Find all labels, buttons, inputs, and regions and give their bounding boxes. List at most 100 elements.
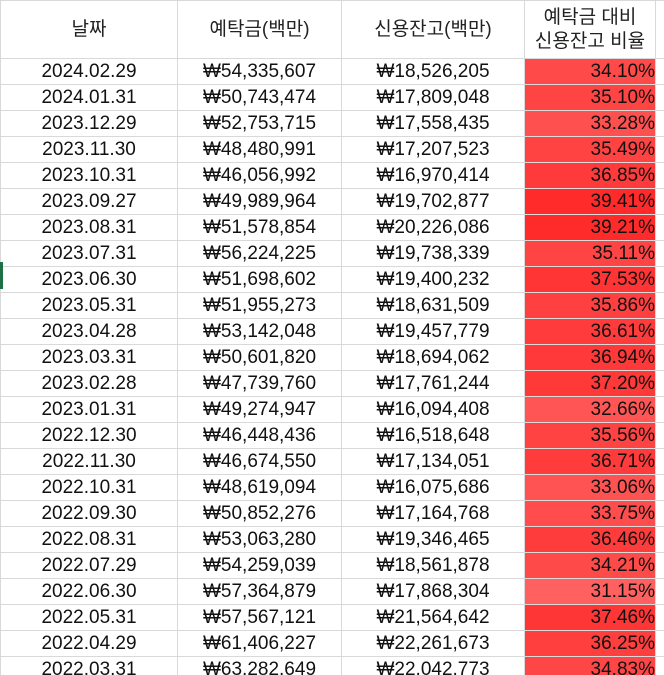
cell-ratio[interactable]: 35.86% bbox=[524, 292, 656, 319]
cell-credit[interactable]: ₩22,261,673 bbox=[341, 630, 525, 657]
header-credit[interactable]: 신용잔고(백만) bbox=[341, 0, 525, 59]
cell-deposit[interactable]: ₩46,056,992 bbox=[177, 162, 342, 189]
cell-deposit[interactable]: ₩50,601,820 bbox=[177, 344, 342, 371]
cell-deposit[interactable]: ₩54,259,039 bbox=[177, 552, 342, 579]
cell-ratio[interactable]: 31.15% bbox=[524, 578, 656, 605]
header-ratio[interactable]: 예탁금 대비 신용잔고 비율 bbox=[524, 0, 656, 59]
cell-empty[interactable] bbox=[655, 396, 664, 423]
cell-credit[interactable]: ₩21,564,642 bbox=[341, 604, 525, 631]
cell-credit[interactable]: ₩19,400,232 bbox=[341, 266, 525, 293]
cell-date[interactable]: 2022.03.31 bbox=[0, 656, 178, 675]
cell-credit[interactable]: ₩17,134,051 bbox=[341, 448, 525, 475]
cell-deposit[interactable]: ₩50,852,276 bbox=[177, 500, 342, 527]
cell-date[interactable]: 2023.03.31 bbox=[0, 344, 178, 371]
cell-empty[interactable] bbox=[655, 84, 664, 111]
cell-ratio[interactable]: 33.28% bbox=[524, 110, 656, 137]
cell-credit[interactable]: ₩17,164,768 bbox=[341, 500, 525, 527]
cell-ratio[interactable]: 36.25% bbox=[524, 630, 656, 657]
cell-ratio[interactable]: 32.66% bbox=[524, 396, 656, 423]
cell-deposit[interactable]: ₩56,224,225 bbox=[177, 240, 342, 267]
cell-empty[interactable] bbox=[655, 162, 664, 189]
cell-ratio[interactable]: 37.53% bbox=[524, 266, 656, 293]
cell-empty[interactable] bbox=[655, 136, 664, 163]
cell-empty[interactable] bbox=[655, 604, 664, 631]
cell-deposit[interactable]: ₩53,063,280 bbox=[177, 526, 342, 553]
cell-ratio[interactable]: 34.10% bbox=[524, 58, 656, 85]
cell-ratio[interactable]: 36.71% bbox=[524, 448, 656, 475]
cell-deposit[interactable]: ₩50,743,474 bbox=[177, 84, 342, 111]
cell-deposit[interactable]: ₩49,989,964 bbox=[177, 188, 342, 215]
cell-empty[interactable] bbox=[655, 422, 664, 449]
cell-deposit[interactable]: ₩51,698,602 bbox=[177, 266, 342, 293]
cell-deposit[interactable]: ₩51,578,854 bbox=[177, 214, 342, 241]
cell-date[interactable]: 2022.08.31 bbox=[0, 526, 178, 553]
cell-credit[interactable]: ₩16,518,648 bbox=[341, 422, 525, 449]
header-empty[interactable] bbox=[655, 0, 664, 59]
cell-deposit[interactable]: ₩48,619,094 bbox=[177, 474, 342, 501]
cell-empty[interactable] bbox=[655, 552, 664, 579]
cell-credit[interactable]: ₩20,226,086 bbox=[341, 214, 525, 241]
cell-date[interactable]: 2023.11.30 bbox=[0, 136, 178, 163]
cell-empty[interactable] bbox=[655, 474, 664, 501]
cell-deposit[interactable]: ₩54,335,607 bbox=[177, 58, 342, 85]
cell-credit[interactable]: ₩19,346,465 bbox=[341, 526, 525, 553]
cell-ratio[interactable]: 37.20% bbox=[524, 370, 656, 397]
cell-deposit[interactable]: ₩57,364,879 bbox=[177, 578, 342, 605]
cell-ratio[interactable]: 35.11% bbox=[524, 240, 656, 267]
cell-empty[interactable] bbox=[655, 500, 664, 527]
cell-empty[interactable] bbox=[655, 526, 664, 553]
cell-date[interactable]: 2023.12.29 bbox=[0, 110, 178, 137]
cell-credit[interactable]: ₩17,558,435 bbox=[341, 110, 525, 137]
cell-credit[interactable]: ₩17,809,048 bbox=[341, 84, 525, 111]
cell-credit[interactable]: ₩18,631,509 bbox=[341, 292, 525, 319]
cell-credit[interactable]: ₩18,526,205 bbox=[341, 58, 525, 85]
cell-empty[interactable] bbox=[655, 448, 664, 475]
cell-credit[interactable]: ₩16,075,686 bbox=[341, 474, 525, 501]
cell-ratio[interactable]: 35.49% bbox=[524, 136, 656, 163]
cell-empty[interactable] bbox=[655, 578, 664, 605]
cell-date[interactable]: 2022.07.29 bbox=[0, 552, 178, 579]
cell-ratio[interactable]: 36.85% bbox=[524, 162, 656, 189]
cell-ratio[interactable]: 39.41% bbox=[524, 188, 656, 215]
cell-empty[interactable] bbox=[655, 58, 664, 85]
cell-empty[interactable] bbox=[655, 292, 664, 319]
cell-ratio[interactable]: 35.10% bbox=[524, 84, 656, 111]
cell-deposit[interactable]: ₩48,480,991 bbox=[177, 136, 342, 163]
cell-ratio[interactable]: 36.94% bbox=[524, 344, 656, 371]
cell-date[interactable]: 2023.06.30 bbox=[0, 266, 178, 293]
cell-empty[interactable] bbox=[655, 630, 664, 657]
cell-credit[interactable]: ₩18,694,062 bbox=[341, 344, 525, 371]
cell-date[interactable]: 2023.01.31 bbox=[0, 396, 178, 423]
cell-credit[interactable]: ₩19,702,877 bbox=[341, 188, 525, 215]
cell-credit[interactable]: ₩17,207,523 bbox=[341, 136, 525, 163]
cell-ratio[interactable]: 39.21% bbox=[524, 214, 656, 241]
cell-credit[interactable]: ₩17,868,304 bbox=[341, 578, 525, 605]
cell-empty[interactable] bbox=[655, 110, 664, 137]
cell-deposit[interactable]: ₩63,282,649 bbox=[177, 656, 342, 675]
cell-date[interactable]: 2022.04.29 bbox=[0, 630, 178, 657]
cell-ratio[interactable]: 34.21% bbox=[524, 552, 656, 579]
cell-deposit[interactable]: ₩46,674,550 bbox=[177, 448, 342, 475]
cell-empty[interactable] bbox=[655, 656, 664, 675]
cell-empty[interactable] bbox=[655, 266, 664, 293]
cell-date[interactable]: 2023.05.31 bbox=[0, 292, 178, 319]
cell-empty[interactable] bbox=[655, 214, 664, 241]
cell-deposit[interactable]: ₩49,274,947 bbox=[177, 396, 342, 423]
cell-credit[interactable]: ₩19,457,779 bbox=[341, 318, 525, 345]
cell-ratio[interactable]: 36.46% bbox=[524, 526, 656, 553]
cell-empty[interactable] bbox=[655, 188, 664, 215]
cell-credit[interactable]: ₩18,561,878 bbox=[341, 552, 525, 579]
cell-credit[interactable]: ₩17,761,244 bbox=[341, 370, 525, 397]
cell-date[interactable]: 2023.08.31 bbox=[0, 214, 178, 241]
cell-date[interactable]: 2024.01.31 bbox=[0, 84, 178, 111]
cell-ratio[interactable]: 34.83% bbox=[524, 656, 656, 675]
header-date[interactable]: 날짜 bbox=[0, 0, 178, 59]
cell-empty[interactable] bbox=[655, 240, 664, 267]
cell-date[interactable]: 2022.05.31 bbox=[0, 604, 178, 631]
cell-credit[interactable]: ₩19,738,339 bbox=[341, 240, 525, 267]
cell-date[interactable]: 2022.09.30 bbox=[0, 500, 178, 527]
cell-deposit[interactable]: ₩57,567,121 bbox=[177, 604, 342, 631]
header-deposit[interactable]: 예탁금(백만) bbox=[177, 0, 342, 59]
cell-empty[interactable] bbox=[655, 370, 664, 397]
cell-ratio[interactable]: 33.75% bbox=[524, 500, 656, 527]
